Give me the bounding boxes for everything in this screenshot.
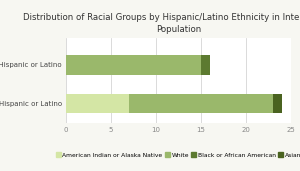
Legend: American Indian or Alaska Native, White, Black or African American, Asian: American Indian or Alaska Native, White,… [53,150,300,160]
Bar [66,94,129,113]
Bar [273,94,282,113]
Bar [201,55,210,75]
Bar [66,55,201,75]
Bar [129,94,273,113]
Title: Distribution of Racial Groups by Hispanic/Latino Ethnicity in Interviewed
Popula: Distribution of Racial Groups by Hispani… [23,13,300,34]
